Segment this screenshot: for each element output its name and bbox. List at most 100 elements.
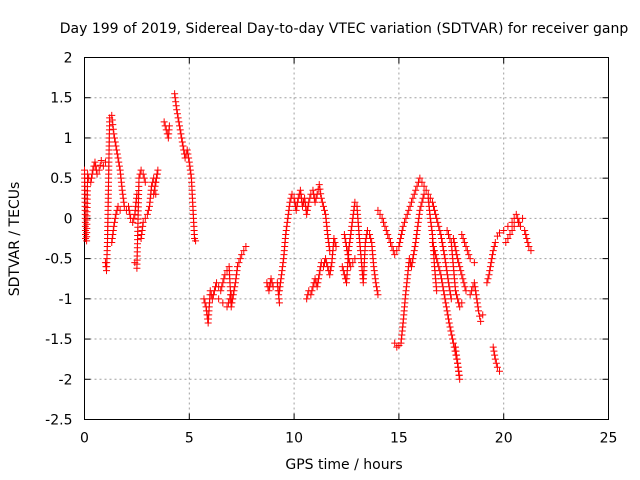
chart-title: Day 199 of 2019, Sidereal Day-to-day VTE… xyxy=(60,21,629,37)
data-point xyxy=(457,267,465,275)
data-point xyxy=(363,226,371,234)
data-point xyxy=(265,287,273,295)
data-point xyxy=(114,202,122,210)
data-point xyxy=(226,295,234,303)
data-point xyxy=(489,251,497,259)
data-point xyxy=(405,206,413,214)
data-point xyxy=(288,190,296,198)
data-point xyxy=(331,239,339,247)
data-point xyxy=(236,255,244,263)
data-point xyxy=(413,230,421,238)
data-point xyxy=(223,303,231,311)
data-point xyxy=(109,226,117,234)
data-point xyxy=(292,206,300,214)
data-point xyxy=(475,307,483,315)
data-point xyxy=(440,247,448,255)
data-point xyxy=(477,317,485,325)
data-point xyxy=(442,259,450,267)
data-point xyxy=(113,146,121,154)
data-point xyxy=(443,271,451,279)
data-point xyxy=(502,239,510,247)
data-point xyxy=(152,190,160,198)
data-point xyxy=(315,275,323,283)
data-point xyxy=(278,267,286,275)
data-point xyxy=(187,170,195,178)
data-point xyxy=(492,359,500,367)
data-point xyxy=(409,194,417,202)
data-point xyxy=(282,226,290,234)
data-point xyxy=(154,166,162,174)
data-point xyxy=(282,230,290,238)
data-point xyxy=(460,279,468,287)
data-point xyxy=(152,174,160,182)
data-point xyxy=(431,247,439,255)
data-point xyxy=(438,275,446,283)
data-point xyxy=(112,142,120,150)
data-point xyxy=(231,279,239,287)
data-point xyxy=(410,251,418,259)
data-point xyxy=(227,291,235,299)
data-point xyxy=(175,118,183,126)
data-point xyxy=(185,154,193,162)
data-point xyxy=(370,263,378,271)
y-tick-label: -2.5 xyxy=(45,413,72,429)
data-point xyxy=(456,303,464,311)
data-point xyxy=(367,235,375,242)
data-point xyxy=(317,194,325,202)
data-point xyxy=(484,275,492,283)
data-point xyxy=(118,186,126,194)
data-point xyxy=(344,251,352,259)
data-point xyxy=(461,239,469,247)
data-point xyxy=(230,287,238,295)
data-point xyxy=(316,267,324,275)
data-point xyxy=(427,218,435,226)
data-point xyxy=(491,355,499,363)
data-point xyxy=(137,235,145,242)
data-point xyxy=(472,287,480,295)
data-point xyxy=(407,198,415,206)
data-point xyxy=(319,202,327,210)
data-point xyxy=(453,355,461,363)
data-point xyxy=(112,210,120,218)
data-point xyxy=(87,174,95,182)
data-point xyxy=(120,198,128,206)
data-point xyxy=(443,226,451,234)
data-point xyxy=(458,230,466,238)
data-point xyxy=(172,98,180,106)
data-point xyxy=(473,295,481,303)
data-point xyxy=(445,279,453,287)
data-point xyxy=(348,222,356,230)
data-point xyxy=(376,210,384,218)
y-tick-label: 1.5 xyxy=(50,91,72,107)
data-point xyxy=(113,150,121,158)
data-point xyxy=(416,206,424,214)
data-point xyxy=(414,222,422,230)
data-point xyxy=(436,267,444,275)
data-point xyxy=(143,210,151,218)
data-point xyxy=(303,206,311,214)
data-point xyxy=(433,287,441,295)
data-point xyxy=(398,226,406,234)
data-point xyxy=(210,287,218,295)
data-point xyxy=(297,190,305,198)
data-point xyxy=(420,190,428,198)
data-point xyxy=(454,295,462,303)
data-point xyxy=(406,202,414,210)
data-point xyxy=(125,202,133,210)
data-point xyxy=(309,186,317,194)
data-point xyxy=(403,210,411,218)
data-point xyxy=(493,363,501,371)
data-point xyxy=(508,226,516,234)
data-point xyxy=(316,185,324,193)
data-point xyxy=(125,206,133,214)
data-point xyxy=(413,226,421,234)
data-point xyxy=(479,311,487,319)
data-point xyxy=(470,259,478,267)
data-point xyxy=(234,263,242,271)
data-point xyxy=(95,166,103,174)
data-point xyxy=(443,307,451,315)
data-point xyxy=(413,182,421,190)
data-point xyxy=(373,287,381,295)
data-point xyxy=(422,186,430,194)
data-point xyxy=(351,198,359,206)
